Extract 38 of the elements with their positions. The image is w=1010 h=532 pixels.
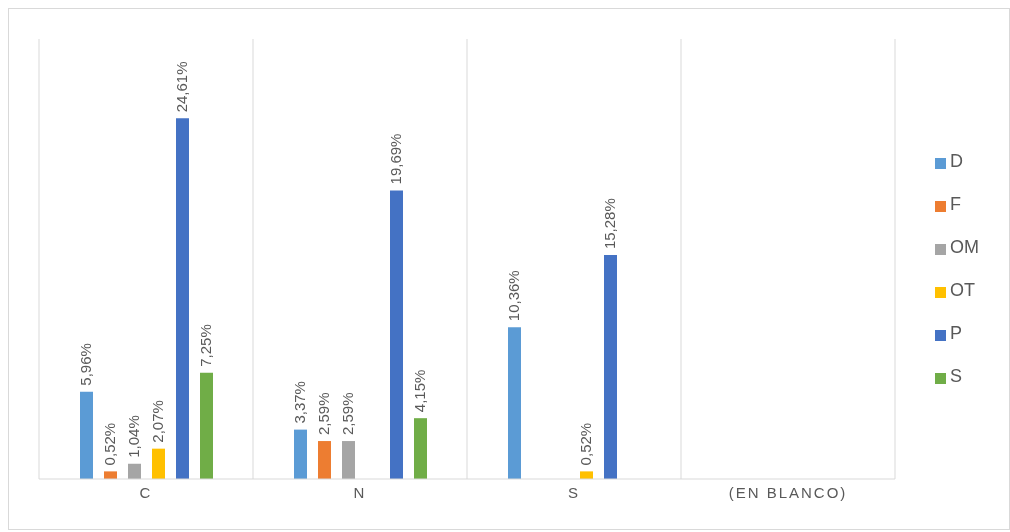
data-label: 2,59% <box>339 392 357 436</box>
data-label: 0,52% <box>577 422 595 466</box>
bar <box>294 429 307 479</box>
data-label: 2,59% <box>315 392 333 436</box>
data-label: 3,37% <box>291 381 309 424</box>
legend-label: F <box>950 194 961 214</box>
data-label: 10,36% <box>505 270 523 322</box>
data-label: 1,04% <box>125 415 143 458</box>
bar <box>604 255 617 479</box>
bar <box>200 372 213 479</box>
bar <box>80 391 93 479</box>
data-label: 4,15% <box>411 369 429 413</box>
bar <box>152 448 165 479</box>
bar <box>318 441 331 479</box>
data-label: 2,07% <box>149 400 167 443</box>
data-label: 7,25% <box>197 324 215 367</box>
bar <box>390 190 403 479</box>
bar <box>342 441 355 479</box>
bar <box>176 118 189 479</box>
x-tick-label: N <box>353 483 367 501</box>
bar <box>414 418 427 479</box>
legend-label: P <box>950 323 963 343</box>
x-tick-label: S <box>567 483 581 501</box>
bar <box>580 471 593 479</box>
bar <box>508 327 521 479</box>
bar <box>128 463 141 479</box>
legend-label: OM <box>950 237 979 257</box>
bar <box>104 471 117 479</box>
data-label: 5,96% <box>77 343 95 386</box>
x-tick-label: C <box>139 483 153 501</box>
legend-label: S <box>950 366 963 386</box>
data-label: 15,28% <box>601 198 619 250</box>
legend-label: OT <box>950 280 975 300</box>
x-tick-label: (EN BLANCO) <box>728 483 848 501</box>
legend-label: D <box>950 151 963 171</box>
data-label: 24,61% <box>173 61 191 113</box>
data-label: 0,52% <box>101 422 119 466</box>
data-label: 19,69% <box>387 133 405 185</box>
